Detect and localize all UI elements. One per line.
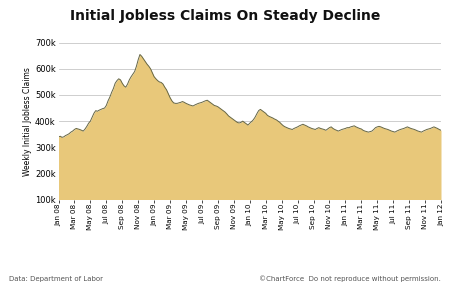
Y-axis label: Weekly Initial Jobless Claims: Weekly Initial Jobless Claims	[23, 67, 32, 176]
Text: Initial Jobless Claims On Steady Decline: Initial Jobless Claims On Steady Decline	[70, 9, 380, 23]
Text: ©ChartForce  Do not reproduce without permission.: ©ChartForce Do not reproduce without per…	[259, 276, 441, 282]
Text: Data: Department of Labor: Data: Department of Labor	[9, 276, 103, 282]
